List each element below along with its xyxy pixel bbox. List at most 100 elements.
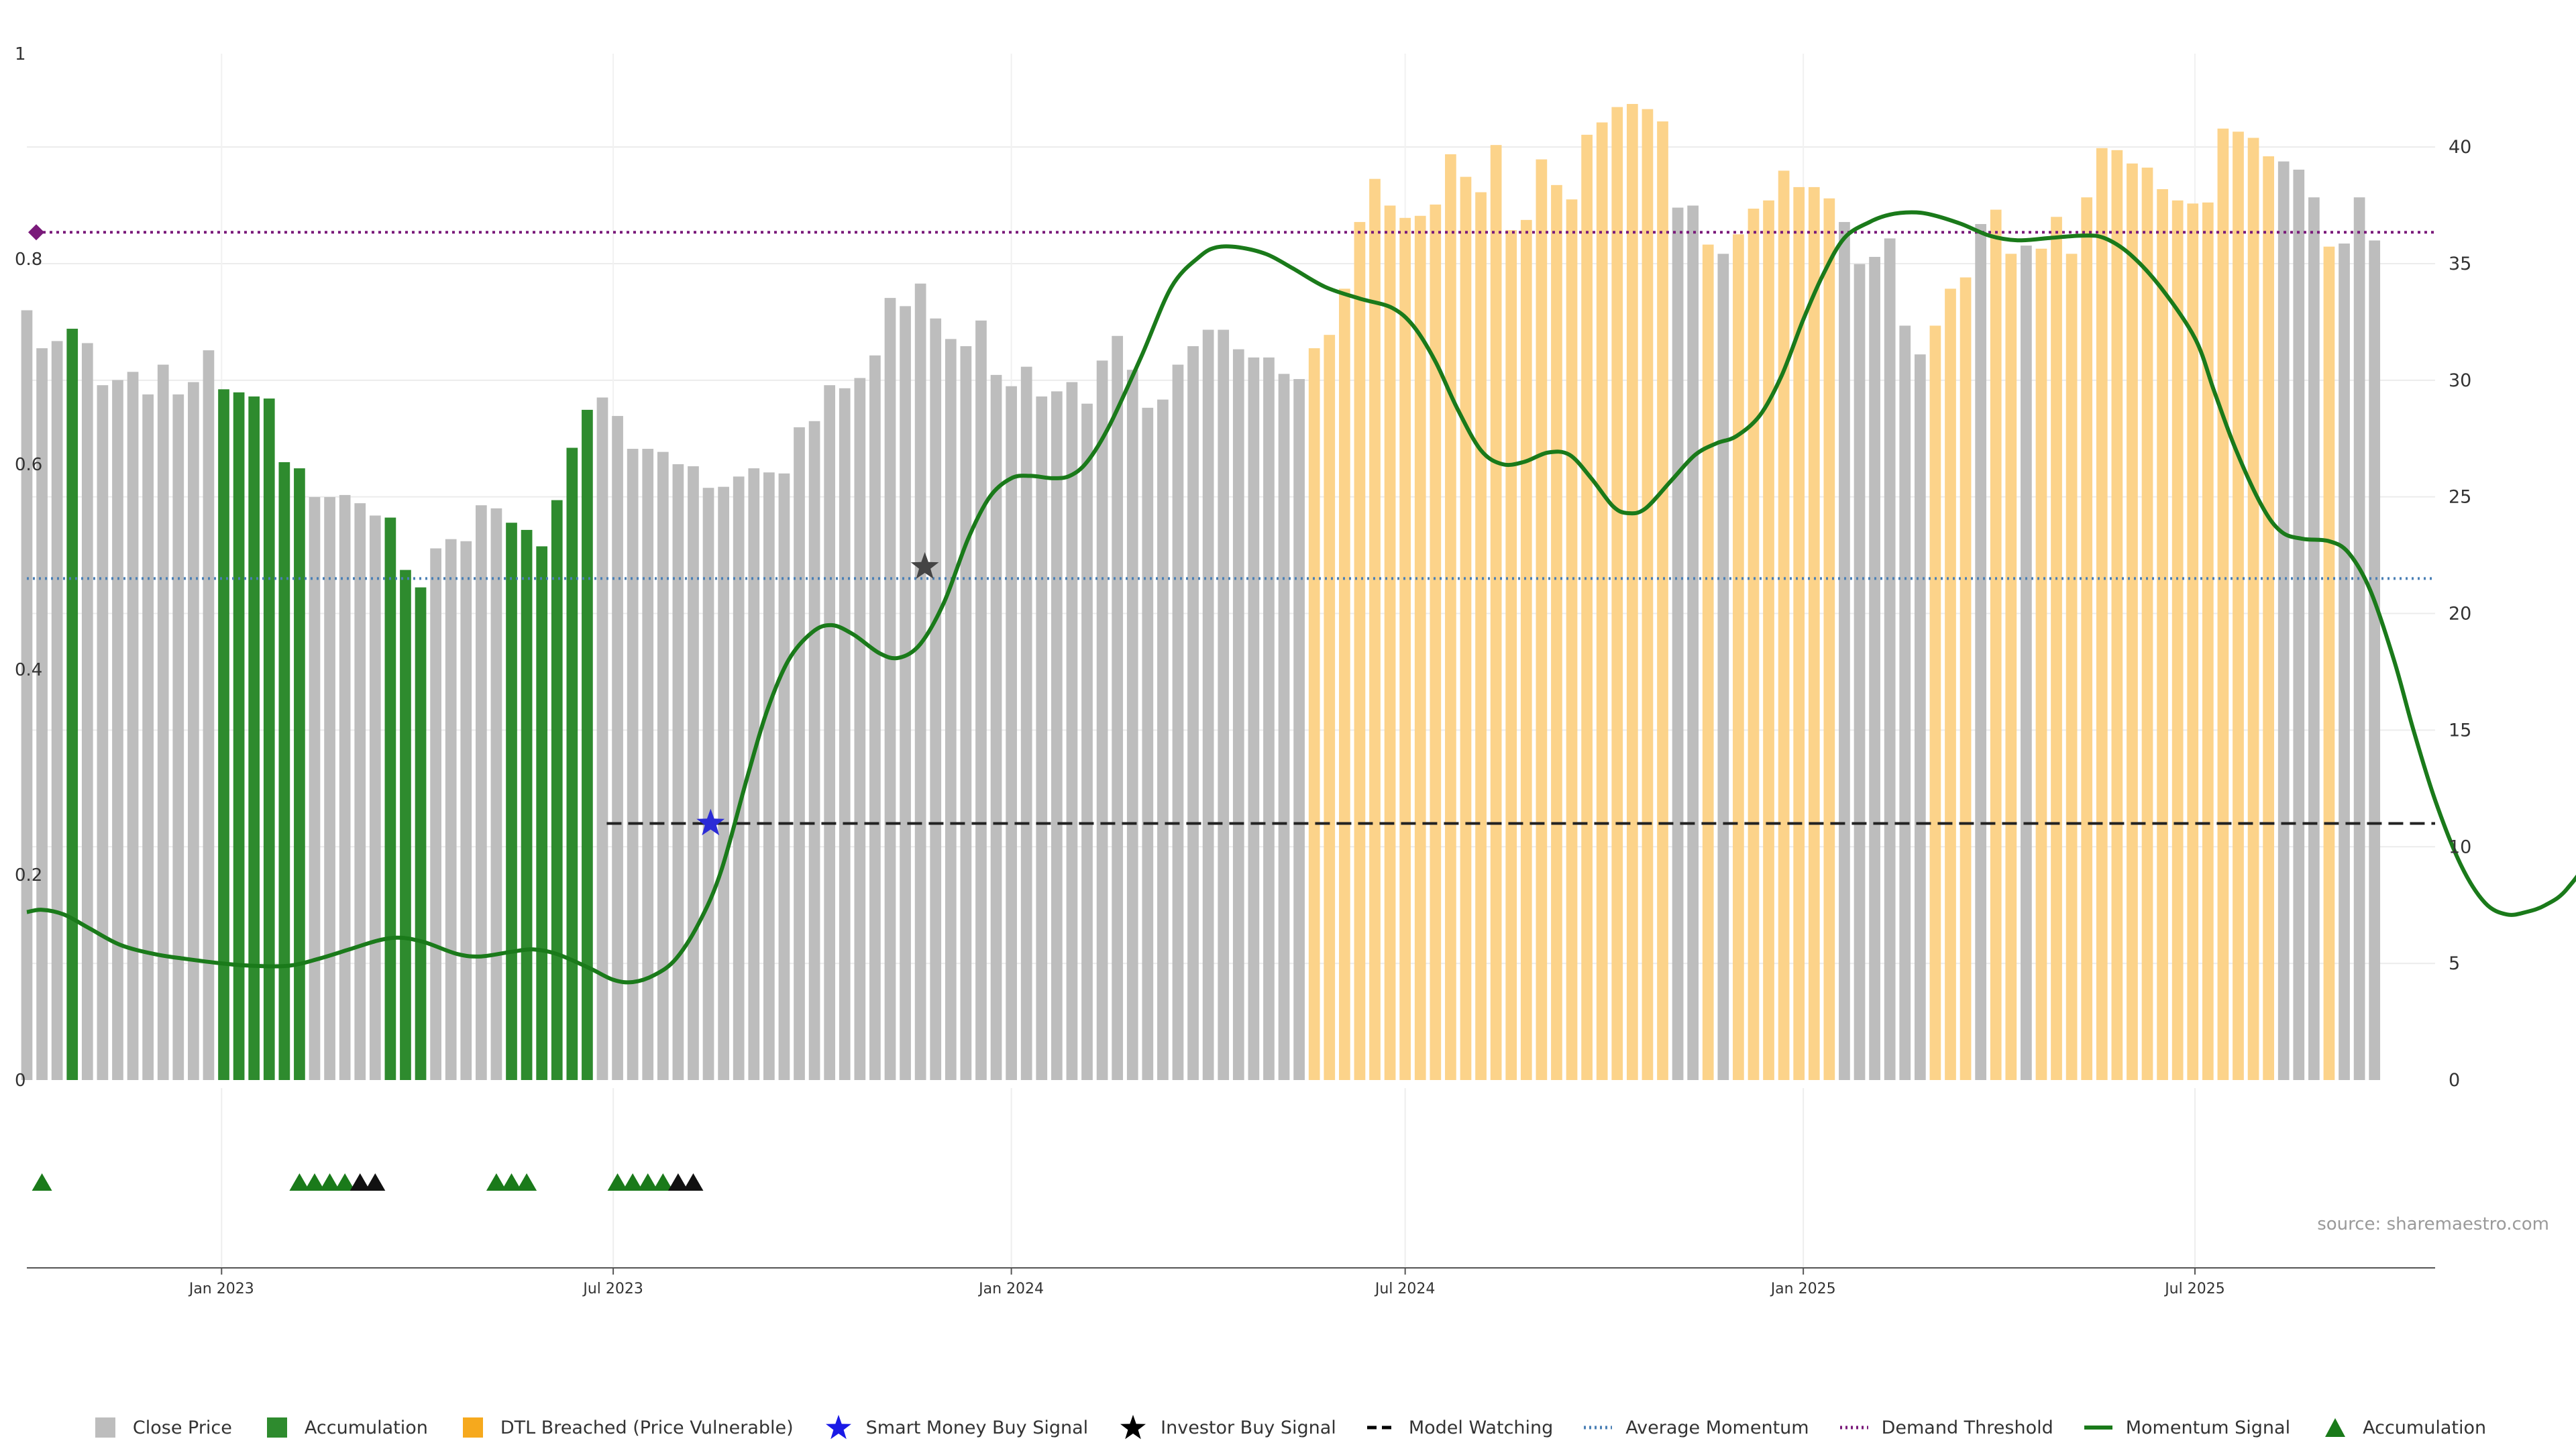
price-bar [990, 374, 1002, 1080]
accumulation-triangle [289, 1173, 310, 1191]
price-bar [1081, 403, 1093, 1080]
legend-label: Model Watching [1408, 1417, 1554, 1438]
price-bar [1839, 221, 1850, 1080]
price-bar [127, 372, 139, 1080]
price-bar [2141, 167, 2153, 1081]
price-bar [1520, 219, 1532, 1080]
accumulation-triangle [517, 1173, 537, 1191]
legend-label: Smart Money Buy Signal [865, 1417, 1089, 1438]
price-bar [900, 306, 911, 1080]
price-bar [1263, 357, 1275, 1080]
price-bar [612, 416, 623, 1080]
price-bar [1006, 386, 1017, 1080]
legend-symbol [2325, 1418, 2346, 1437]
price-bar [1414, 215, 1426, 1080]
x-tick-label: Jul 2023 [582, 1281, 643, 1297]
price-bar [1338, 288, 1350, 1080]
price-bar [1187, 346, 1199, 1080]
price-bar [1490, 145, 1502, 1080]
price-bar [2202, 202, 2214, 1081]
right-tick-label: 30 [2449, 370, 2471, 391]
investor-triangle [683, 1173, 704, 1191]
right-tick-label: 25 [2449, 487, 2471, 508]
price-bar [233, 392, 245, 1080]
price-bar [278, 462, 290, 1080]
price-bar [2111, 150, 2123, 1080]
investor-triangle [365, 1173, 386, 1191]
price-bar [445, 539, 457, 1080]
price-bar [702, 488, 714, 1080]
legend-symbol [1366, 1426, 1395, 1430]
price-bar [2187, 203, 2199, 1080]
price-bar [460, 541, 472, 1080]
price-bar [324, 496, 335, 1080]
marker-panel [32, 1173, 704, 1191]
momentum-signal-line [26, 210, 2576, 985]
price-bar [66, 329, 78, 1080]
price-bar [415, 587, 427, 1080]
price-bar [642, 449, 654, 1080]
price-bar [2127, 163, 2138, 1081]
price-bar [884, 298, 896, 1080]
price-bar [112, 380, 123, 1080]
legend-symbol [1839, 1426, 1868, 1430]
price-bar [2369, 240, 2381, 1081]
price-bar [1126, 370, 1138, 1080]
accumulation-triangle [501, 1173, 522, 1191]
price-bar [869, 355, 881, 1080]
price-bar [1869, 256, 1880, 1081]
price-bar [2035, 248, 2047, 1081]
price-bar [81, 343, 93, 1081]
price-bar [778, 473, 790, 1080]
legend-label: Demand Threshold [1881, 1417, 2053, 1438]
price-bar [1142, 407, 1154, 1080]
price-bar [1581, 134, 1593, 1080]
price-bar [1248, 357, 1260, 1080]
accumulation-triangle [637, 1173, 658, 1191]
accumulation-triangle [607, 1173, 628, 1191]
price-bar [2323, 246, 2335, 1080]
legend-triangle [2325, 1418, 2346, 1437]
price-bar [2353, 197, 2365, 1081]
right-tick-label: 40 [2449, 137, 2471, 158]
legend-star [825, 1415, 851, 1440]
price-bar [1096, 360, 1108, 1080]
price-bar [2247, 138, 2259, 1081]
price-bar [1778, 170, 1790, 1080]
legend-label: Accumulation [304, 1417, 428, 1438]
legend-item: Model Watching [1366, 1414, 1553, 1441]
price-bar [1020, 366, 1032, 1080]
price-bar [566, 447, 578, 1080]
price-bar [1960, 277, 1972, 1080]
price-bar [733, 476, 745, 1080]
legend-item: Momentum Signal [2083, 1414, 2290, 1441]
legend-item: Accumulation [2320, 1414, 2486, 1441]
price-bar [1369, 178, 1381, 1080]
price-bar [718, 486, 729, 1080]
legend-symbol [825, 1415, 851, 1440]
left-tick-label: 0.4 [15, 660, 42, 680]
price-bar [2005, 254, 2017, 1081]
price-bar [2277, 161, 2290, 1080]
legend-square [266, 1417, 287, 1438]
price-bar [808, 421, 820, 1080]
price-bar [975, 320, 987, 1080]
accumulation-triangle [623, 1173, 643, 1191]
accumulation-triangle [335, 1173, 356, 1191]
price-bar [1626, 103, 1638, 1081]
price-bar [1990, 209, 2002, 1080]
legend-label: Momentum Signal [2125, 1417, 2291, 1438]
left-tick-label: 0.8 [15, 250, 42, 270]
price-bar [2021, 246, 2032, 1080]
price-bar [914, 283, 926, 1081]
price-bar [1733, 234, 1744, 1080]
price-bar [1975, 223, 1986, 1081]
price-bar [1808, 186, 1820, 1080]
legend-item: DTL Breached (Price Vulnerable) [458, 1414, 794, 1441]
price-bar [1399, 217, 1411, 1080]
price-bar [1384, 205, 1396, 1081]
left-tick-label: 0.6 [15, 455, 42, 475]
left-tick-label: 1 [15, 44, 26, 64]
